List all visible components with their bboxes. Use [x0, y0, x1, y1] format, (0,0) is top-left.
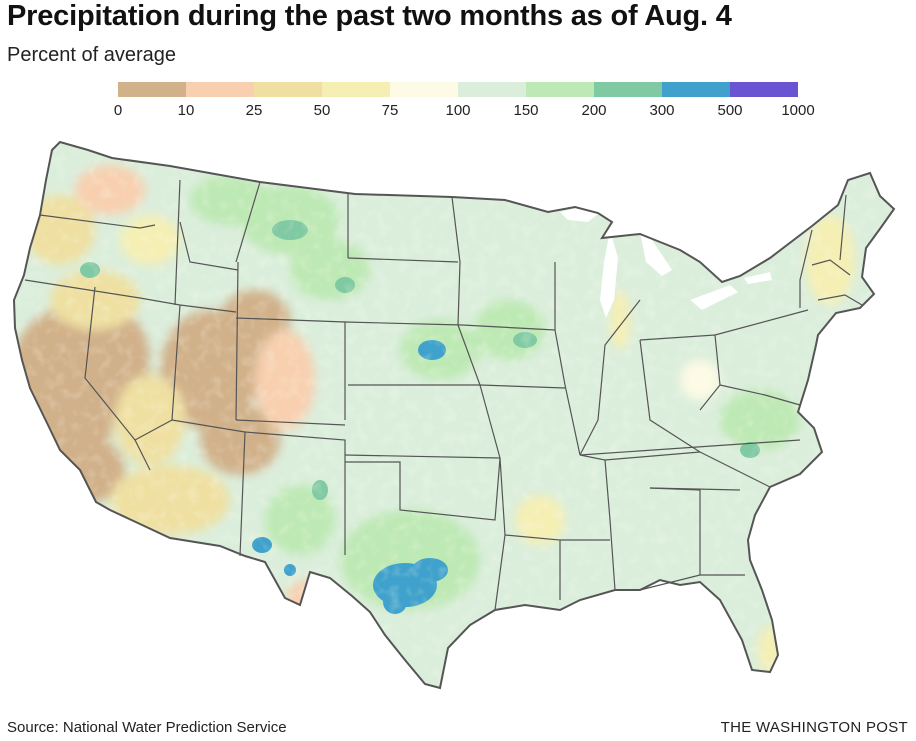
- legend-tick-1000: 1000: [781, 102, 815, 119]
- legend-swatch-500-1000: [730, 82, 798, 97]
- legend-swatch-150-200: [526, 82, 594, 97]
- legend-swatch-100-150: [458, 82, 526, 97]
- source-note: Source: National Water Prediction Servic…: [7, 719, 287, 736]
- legend-tick-25: 25: [245, 102, 263, 119]
- legend-swatch-10-25: [186, 82, 254, 97]
- color-legend: 0 10 25 50 75 100 150 200 300 500 1000: [114, 82, 815, 122]
- legend-tick-100: 100: [445, 102, 471, 119]
- legend-color-bar: [118, 82, 798, 97]
- great-lakes: [560, 206, 772, 318]
- publisher-credit: THE WASHINGTON POST: [720, 719, 908, 736]
- legend-tick-50: 50: [313, 102, 331, 119]
- state-borders: [24, 179, 863, 611]
- map-subtitle: Percent of average: [7, 44, 176, 66]
- legend-tick-10: 10: [177, 102, 195, 119]
- legend-swatch-300-500: [662, 82, 730, 97]
- legend-swatch-200-300: [594, 82, 662, 97]
- legend-tick-150: 150: [513, 102, 539, 119]
- legend-tick-0: 0: [113, 102, 123, 119]
- legend-swatch-75-100: [390, 82, 458, 97]
- legend-tick-500: 500: [717, 102, 743, 119]
- legend-swatch-50-75: [322, 82, 390, 97]
- legend-tick-200: 200: [581, 102, 607, 119]
- map-title: Precipitation during the past two months…: [7, 0, 732, 32]
- legend-swatch-25-50: [254, 82, 322, 97]
- legend-swatch-0-10: [118, 82, 186, 97]
- precipitation-layer: [14, 142, 894, 688]
- us-precipitation-map: [13, 141, 895, 689]
- legend-tick-75: 75: [381, 102, 399, 119]
- legend-tick-300: 300: [649, 102, 675, 119]
